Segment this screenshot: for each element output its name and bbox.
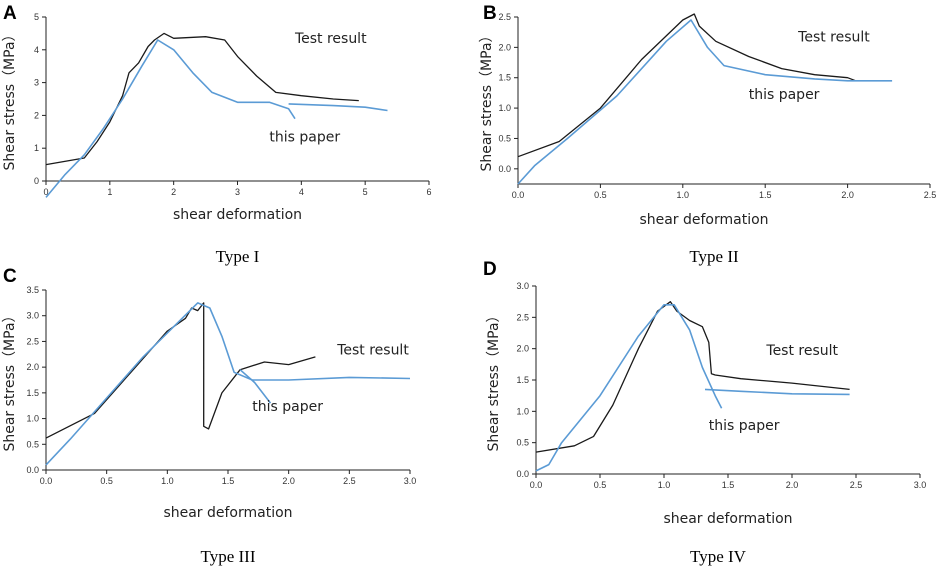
x-tick-label: 5: [363, 187, 368, 197]
x-tick-label: 2.5: [343, 476, 356, 486]
y-tick-label: 2.5: [516, 312, 529, 322]
y-axis-label: Shear stress（MPa）: [2, 308, 18, 451]
annotation-label: Test result: [797, 29, 870, 45]
x-tick-label: 0.0: [40, 476, 53, 486]
panel-caption: Type IV: [690, 547, 747, 566]
series-this-paper: [704, 388, 850, 396]
x-tick-label: 3: [235, 187, 240, 197]
y-tick-label: 0.5: [516, 438, 529, 448]
annotation-label: this paper: [269, 130, 340, 146]
x-tick-label: 2.5: [850, 480, 863, 490]
x-tick-label: 1.5: [722, 480, 735, 490]
y-tick-label: 2: [34, 110, 39, 120]
chart-panel-b: B 0.0 0.5 1.0 1.5 2.0 2.5 0.0 0.5 1.0 1.5 2.0 2.5 she…: [479, 3, 936, 266]
x-axis-label: shear deformation: [639, 212, 768, 228]
y-tick-label: 0.5: [26, 439, 39, 449]
series-test-result: [45, 32, 359, 166]
y-tick-label: 1.5: [26, 388, 39, 398]
x-tick-label: 2: [171, 187, 176, 197]
series-test-result: [517, 13, 857, 158]
series-this-paper: [288, 103, 388, 112]
y-tick-label: 2.0: [498, 42, 511, 52]
x-tick-label: 3.0: [914, 480, 927, 490]
y-tick-label: 0.0: [516, 469, 529, 479]
x-tick-label: 1.5: [222, 476, 235, 486]
y-tick-label: 2.0: [26, 362, 39, 372]
panel-letter: D: [483, 259, 497, 280]
annotation-label: this paper: [252, 399, 323, 415]
y-tick-label: 0.0: [498, 164, 511, 174]
annotation-label: Test result: [336, 342, 409, 358]
x-tick-label: 0.5: [594, 480, 607, 490]
x-tick-label: 2.0: [841, 190, 854, 200]
y-tick-label: 3.5: [26, 285, 39, 295]
x-tick-label: 0.5: [100, 476, 113, 486]
y-tick-label: 1.5: [516, 375, 529, 385]
annotation-label: Test result: [294, 31, 367, 47]
y-axis-label: Shear stress（MPa）: [486, 308, 502, 451]
y-tick-label: 1.0: [498, 103, 511, 113]
x-tick-label: 2.0: [786, 480, 799, 490]
annotation-label: this paper: [749, 87, 820, 103]
y-tick-label: 0.5: [498, 133, 511, 143]
y-tick-label: 5: [34, 12, 39, 22]
panel-letter: C: [3, 266, 17, 287]
annotation-label: Test result: [765, 343, 838, 359]
series-this-paper: [45, 302, 411, 466]
y-tick-label: 3.0: [516, 281, 529, 291]
x-tick-label: 0.0: [530, 480, 543, 490]
y-axis-label: Shear stress（MPa）: [2, 27, 18, 170]
x-axis-label: shear deformation: [663, 511, 792, 527]
x-tick-label: 1.0: [161, 476, 174, 486]
x-tick-label: 6: [426, 187, 431, 197]
y-tick-label: 1.0: [516, 406, 529, 416]
panel-caption: Type III: [201, 547, 256, 566]
y-tick-label: 0: [34, 176, 39, 186]
series-test-result: [45, 302, 316, 439]
y-tick-label: 0.0: [26, 465, 39, 475]
y-tick-label: 4: [34, 45, 39, 55]
panel-caption: Type I: [216, 247, 260, 266]
x-tick-label: 2.5: [924, 190, 937, 200]
x-tick-label: 0.5: [594, 190, 607, 200]
series-this-paper: [45, 39, 296, 198]
panel-letter: B: [483, 3, 497, 24]
x-tick-label: 1.0: [677, 190, 690, 200]
y-tick-label: 3: [34, 78, 39, 88]
x-tick-label: 3.0: [404, 476, 417, 486]
chart-panel-c: C 0.0 0.5 1.0 1.5 2.0 2.5 3.0 0.0 0.5 1.0 1.5 2.0 2.5…: [2, 266, 416, 566]
y-tick-label: 1.5: [498, 73, 511, 83]
y-tick-label: 2.5: [26, 336, 39, 346]
x-tick-label: 1.5: [759, 190, 772, 200]
chart-panel-d: D 0.0 0.5 1.0 1.5 2.0 2.5 3.0 0.0 0.5 1.0 1.5 2.0 2.5…: [483, 259, 926, 566]
x-tick-label: 0.0: [512, 190, 525, 200]
y-tick-label: 1.0: [26, 414, 39, 424]
x-tick-label: 0: [43, 187, 48, 197]
x-axis-label: shear deformation: [173, 207, 302, 223]
x-tick-label: 2.0: [282, 476, 295, 486]
panel-letter: A: [3, 3, 17, 24]
series-test-result: [535, 301, 850, 453]
x-tick-label: 1: [107, 187, 112, 197]
x-axis-label: shear deformation: [163, 505, 292, 521]
series-this-paper: [239, 369, 272, 404]
y-tick-label: 2.5: [498, 12, 511, 22]
x-tick-label: 1.0: [658, 480, 671, 490]
x-tick-label: 4: [299, 187, 304, 197]
chart-panel-a: A 0 1 2 3 4 5 6 0 1 2 3 4 5 shear deformation Shear str…: [2, 3, 432, 266]
panel-caption: Type II: [689, 247, 739, 266]
y-tick-label: 1: [34, 143, 39, 153]
y-tick-label: 2.0: [516, 344, 529, 354]
y-axis-label: Shear stress（MPa）: [479, 28, 495, 171]
y-tick-label: 3.0: [26, 311, 39, 321]
series-this-paper: [517, 19, 893, 185]
annotation-label: this paper: [709, 418, 780, 434]
series-this-paper: [535, 303, 723, 472]
